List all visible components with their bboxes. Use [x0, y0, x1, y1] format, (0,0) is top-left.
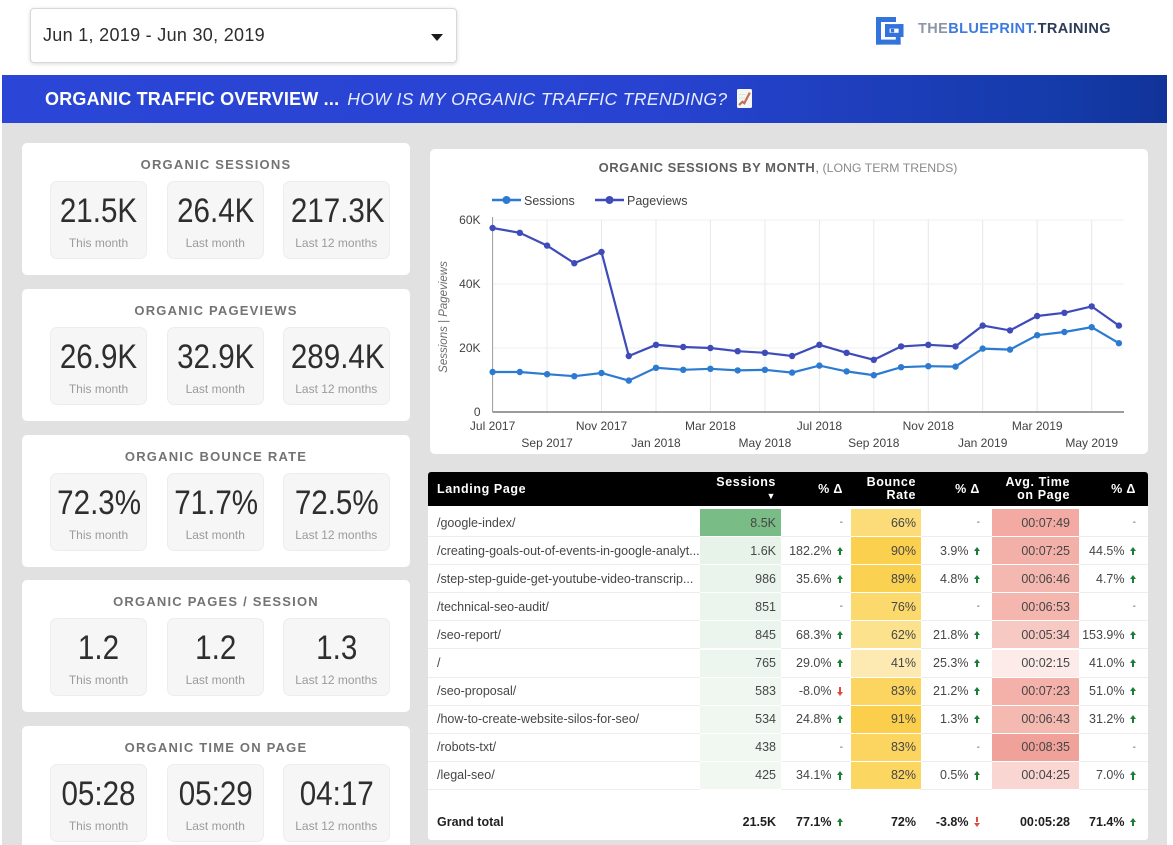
svg-text:20K: 20K [459, 341, 480, 355]
svg-text:May 2019: May 2019 [1065, 436, 1118, 450]
svg-text:Sep 2017: Sep 2017 [521, 436, 573, 450]
svg-text:0: 0 [474, 405, 481, 419]
svg-text:Mar 2019: Mar 2019 [1012, 419, 1063, 433]
svg-text:Jan 2018: Jan 2018 [631, 436, 681, 450]
svg-text:Jul 2017: Jul 2017 [470, 419, 516, 433]
svg-text:Nov 2018: Nov 2018 [903, 419, 955, 433]
svg-text:Pageviews: Pageviews [627, 194, 687, 208]
svg-text:Jan 2019: Jan 2019 [958, 436, 1008, 450]
svg-text:Sessions: Sessions [524, 194, 575, 208]
svg-text:May 2018: May 2018 [739, 436, 792, 450]
svg-text:40K: 40K [459, 277, 480, 291]
svg-text:Nov 2017: Nov 2017 [576, 419, 628, 433]
svg-text:60K: 60K [459, 213, 480, 227]
svg-text:Sep 2018: Sep 2018 [848, 436, 900, 450]
svg-text:Sessions | Pageviews: Sessions | Pageviews [438, 261, 450, 373]
svg-text:Jul 2018: Jul 2018 [797, 419, 843, 433]
svg-text:Mar 2018: Mar 2018 [685, 419, 736, 433]
